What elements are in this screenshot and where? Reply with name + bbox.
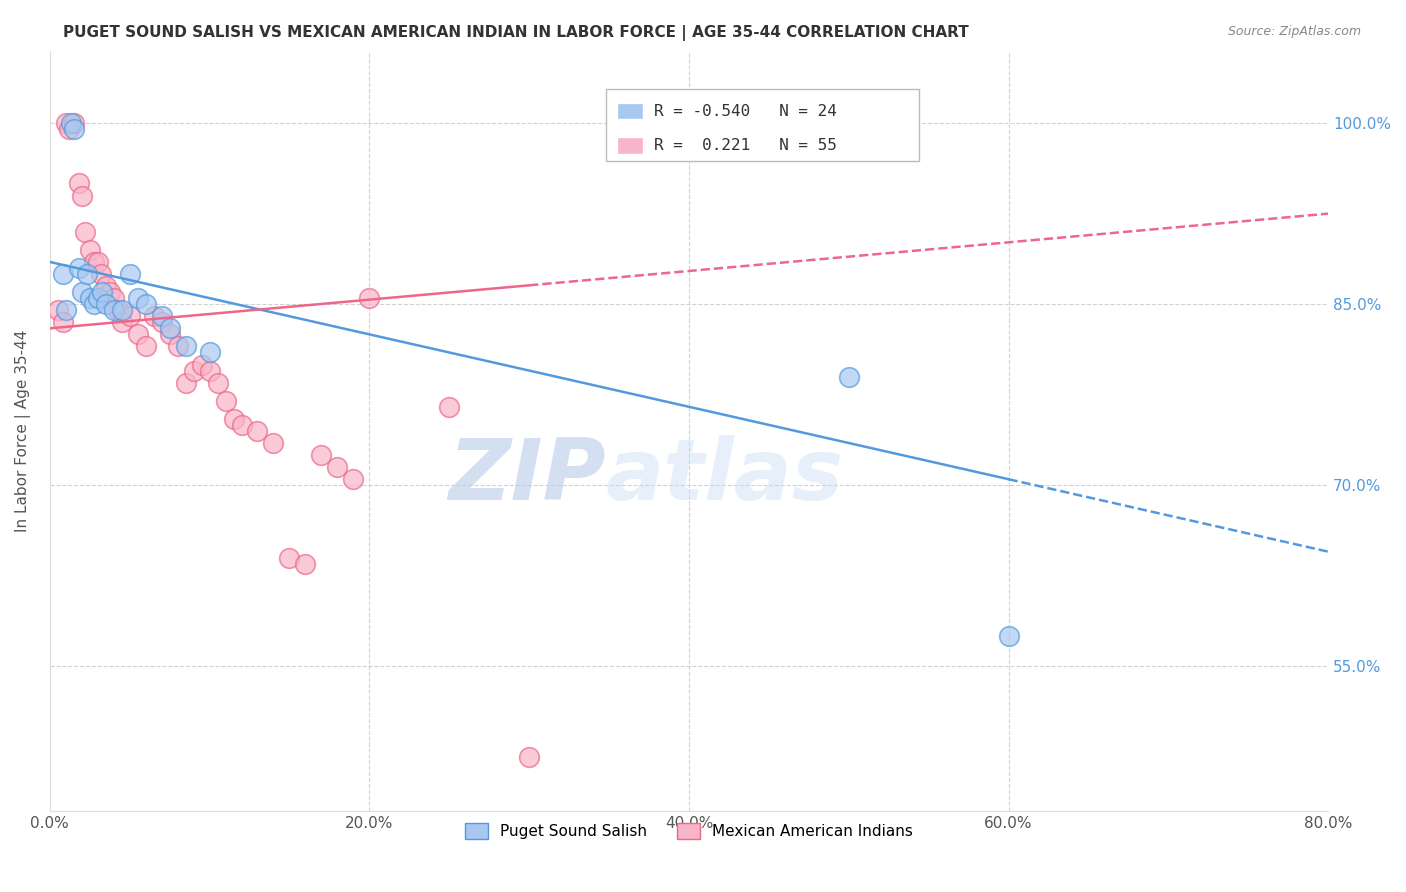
Point <box>222 412 245 426</box>
Point <box>103 291 125 305</box>
Point <box>517 749 540 764</box>
Point <box>70 285 93 299</box>
Point <box>359 291 381 305</box>
Point <box>111 303 134 318</box>
FancyBboxPatch shape <box>606 88 920 161</box>
Point <box>127 327 149 342</box>
Point <box>174 339 197 353</box>
Point <box>439 400 461 414</box>
Point <box>231 417 253 432</box>
Point <box>142 310 165 324</box>
Point <box>135 339 157 353</box>
Point <box>58 122 80 136</box>
Point <box>67 260 90 275</box>
Point <box>263 436 285 450</box>
Point <box>83 297 105 311</box>
Point <box>326 460 349 475</box>
Text: Source: ZipAtlas.com: Source: ZipAtlas.com <box>1227 25 1361 38</box>
Point <box>76 267 98 281</box>
Point <box>79 243 101 257</box>
Point <box>94 279 117 293</box>
Bar <box>619 104 641 119</box>
Point <box>67 177 90 191</box>
Y-axis label: In Labor Force | Age 35-44: In Labor Force | Age 35-44 <box>15 330 31 533</box>
Point <box>90 267 112 281</box>
Point <box>55 116 77 130</box>
Point <box>91 285 114 299</box>
Point <box>55 303 77 318</box>
Point <box>62 116 84 130</box>
Point <box>311 448 333 462</box>
Point <box>127 291 149 305</box>
Point <box>83 255 105 269</box>
Bar <box>619 139 641 153</box>
Point <box>51 315 73 329</box>
Point <box>207 376 229 390</box>
Point <box>86 255 108 269</box>
Point <box>159 327 181 342</box>
Text: PUGET SOUND SALISH VS MEXICAN AMERICAN INDIAN IN LABOR FORCE | AGE 35-44 CORRELA: PUGET SOUND SALISH VS MEXICAN AMERICAN I… <box>63 25 969 41</box>
Point <box>166 339 188 353</box>
Point <box>59 116 82 130</box>
Point <box>107 303 129 318</box>
Point <box>79 291 101 305</box>
Point <box>135 297 157 311</box>
Point <box>198 363 221 377</box>
Point <box>174 376 197 390</box>
Point <box>94 297 117 311</box>
Point <box>294 557 316 571</box>
Point <box>997 629 1019 643</box>
Point <box>198 345 221 359</box>
Point <box>103 303 125 318</box>
Point <box>100 285 122 299</box>
Point <box>46 303 69 318</box>
Point <box>159 321 181 335</box>
Point <box>342 472 364 486</box>
Point <box>70 188 93 202</box>
Point <box>150 310 173 324</box>
Text: atlas: atlas <box>606 435 844 518</box>
Text: R = -0.540   N = 24: R = -0.540 N = 24 <box>654 104 838 119</box>
Point <box>118 267 141 281</box>
Point <box>246 424 269 438</box>
Point <box>278 550 301 565</box>
Point <box>86 291 108 305</box>
Point <box>214 393 236 408</box>
Point <box>118 310 141 324</box>
Text: R =  0.221   N = 55: R = 0.221 N = 55 <box>654 138 838 153</box>
Point <box>73 225 96 239</box>
Point <box>62 122 84 136</box>
Point <box>150 315 173 329</box>
Text: ZIP: ZIP <box>449 435 606 518</box>
Point <box>111 315 134 329</box>
Point <box>183 363 205 377</box>
Legend: Puget Sound Salish, Mexican American Indians: Puget Sound Salish, Mexican American Ind… <box>458 817 920 846</box>
Point <box>51 267 73 281</box>
Point <box>838 369 860 384</box>
Point <box>190 358 212 372</box>
